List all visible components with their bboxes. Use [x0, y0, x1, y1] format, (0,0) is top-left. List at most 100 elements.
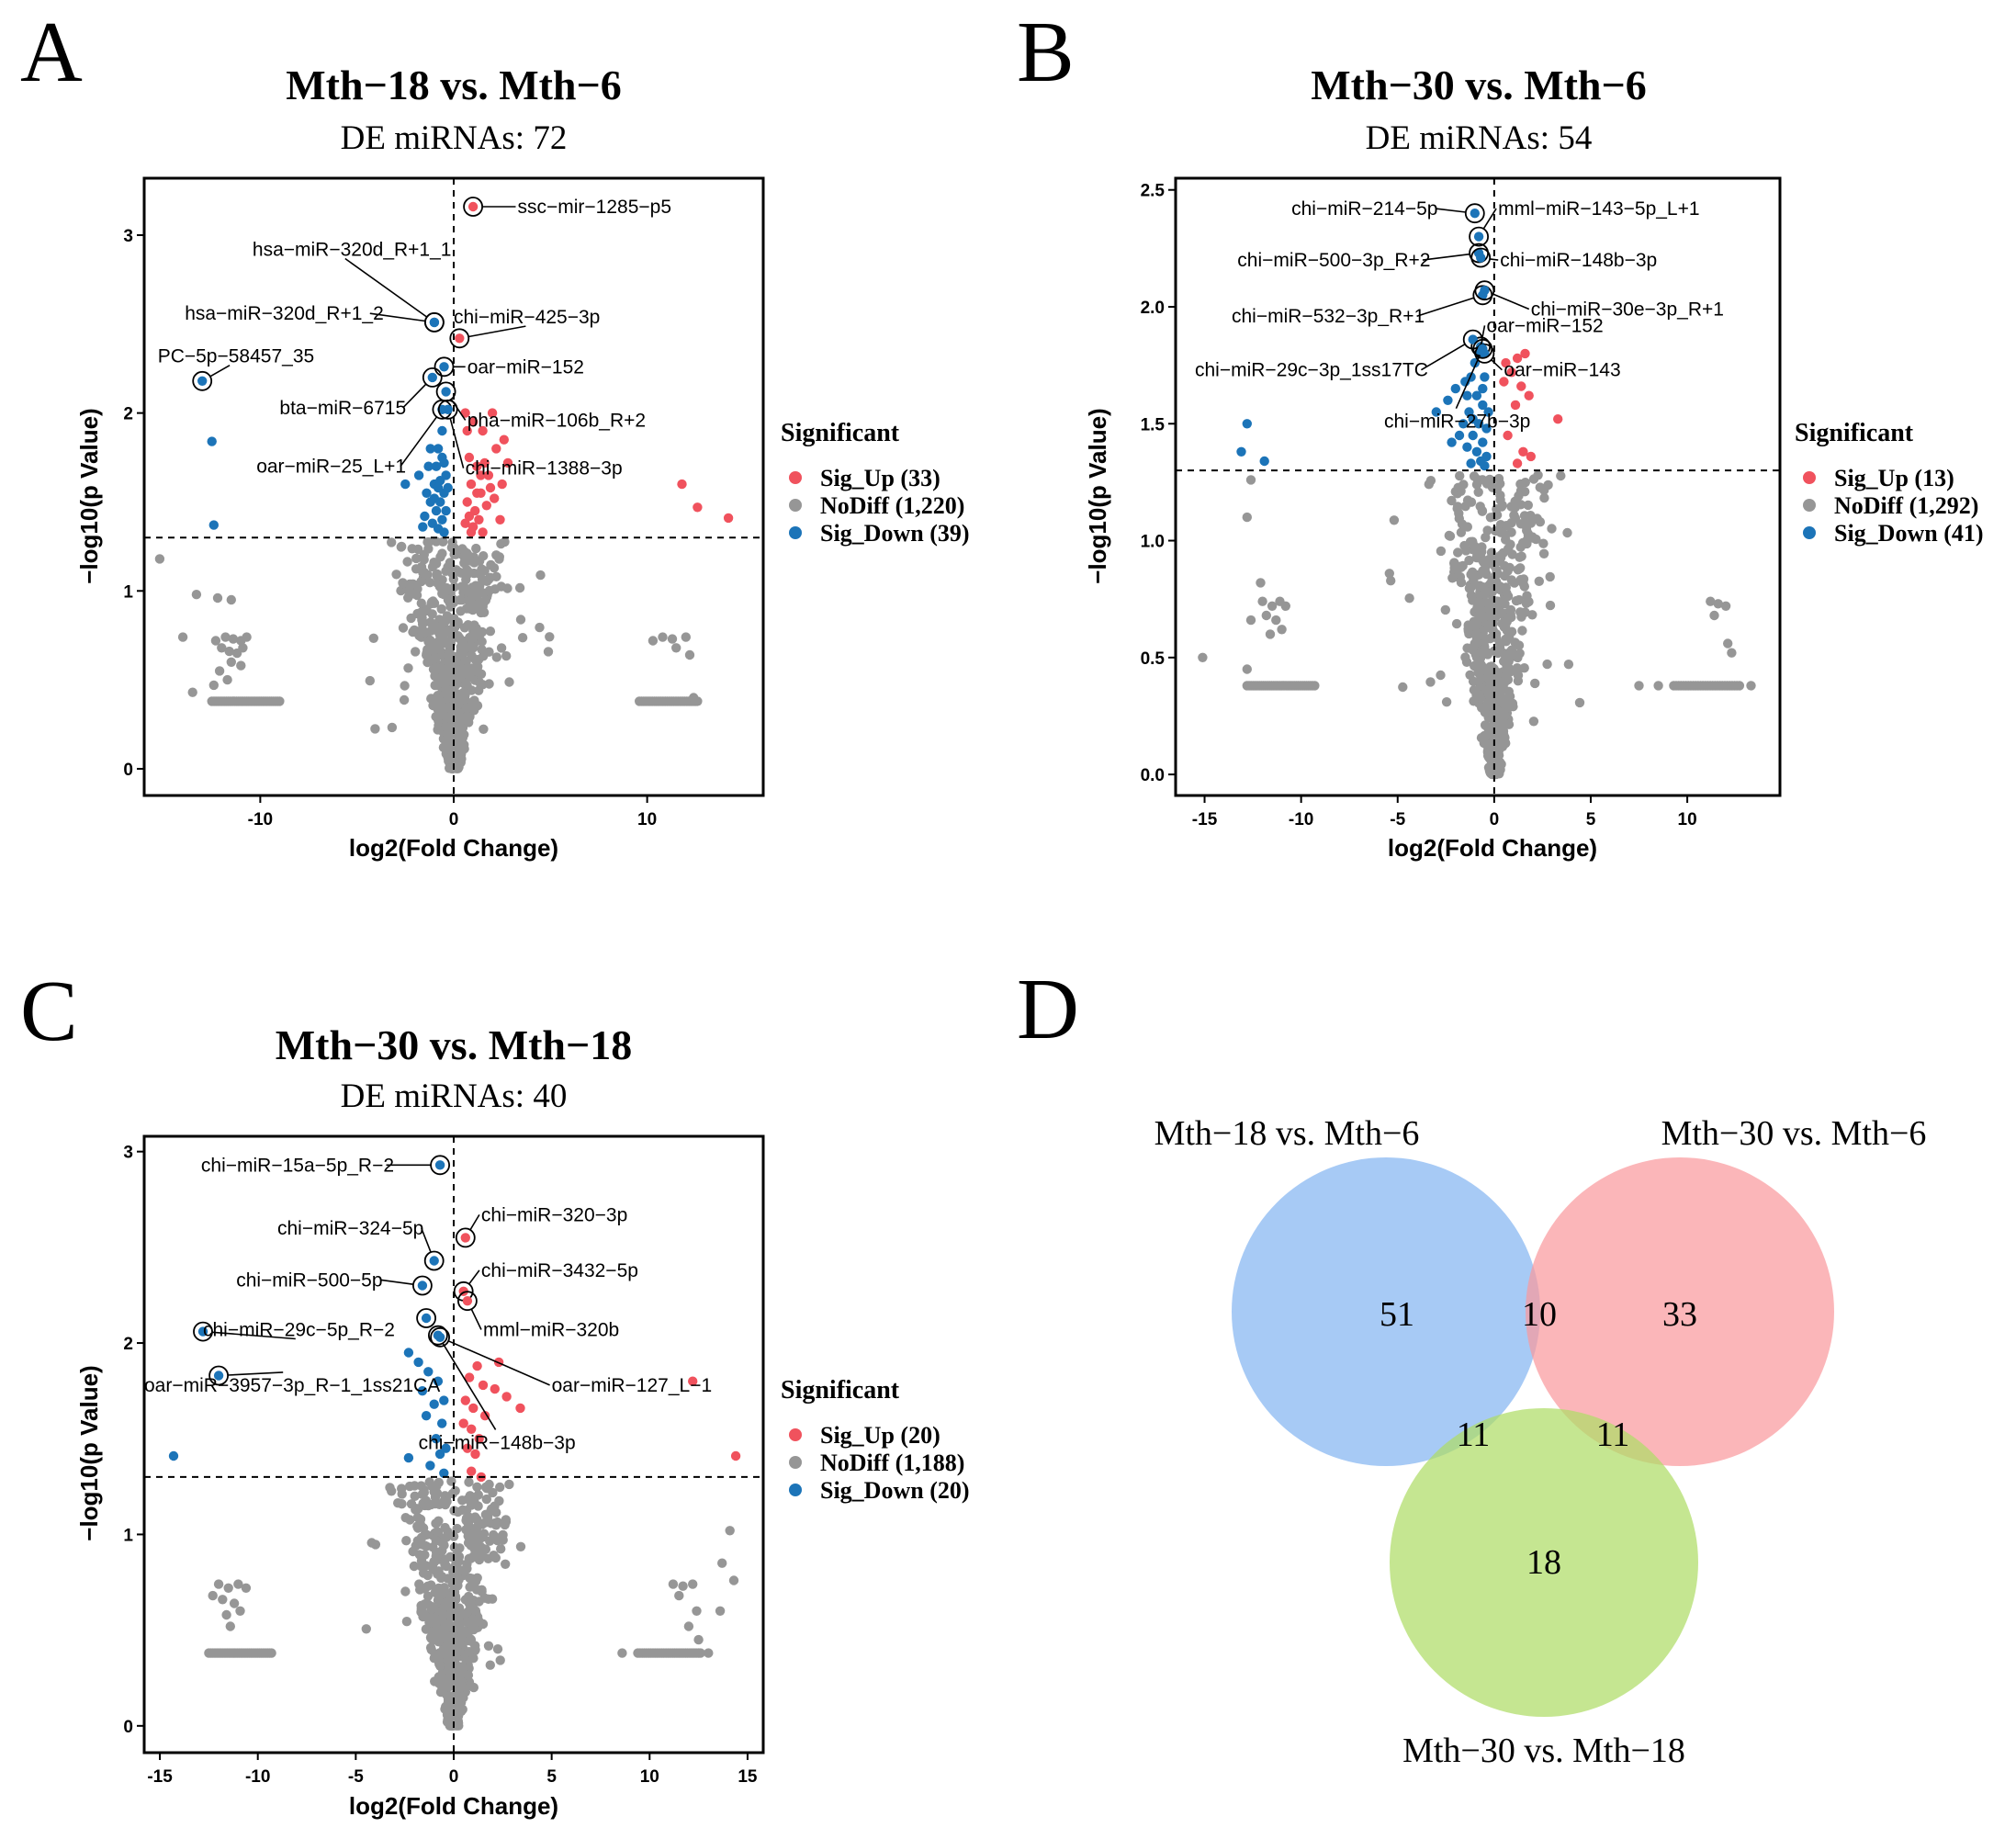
y-axis-label-c: −log10(p Value)	[75, 1365, 103, 1540]
chart-title-b: Mth−30 vs. Mth−6	[1311, 62, 1646, 108]
data-point-nodiff-c-573	[427, 1481, 437, 1492]
x-tick-label-c-5: 10	[640, 1767, 659, 1787]
venn-count-only-b: 33	[1662, 1295, 1697, 1334]
data-point-nodiff-a-603	[413, 544, 423, 555]
data-point-nodiff-c-309	[385, 1483, 395, 1493]
data-point-nodiff-a-445	[428, 654, 439, 664]
leader-line-a-9	[449, 418, 465, 468]
data-point-nodiff-a-636	[400, 681, 410, 691]
data-point-nodiff-a-627	[398, 579, 408, 589]
data-point-nodiff-c-649	[430, 1676, 440, 1687]
data-point-nodiff-a-637	[387, 722, 398, 733]
leader-line-a-2	[369, 312, 426, 322]
leader-line-b-0	[1435, 208, 1466, 213]
data-point-nodiff-c-626	[467, 1614, 479, 1625]
data-point-nodiff-b-603	[1496, 728, 1506, 738]
data-point-nodiff-c-608	[473, 1528, 483, 1539]
point-label-b-7: chi−miR−29c−3p_1ss17TC	[1195, 360, 1428, 381]
x-tick-label-b-0: -15	[1192, 810, 1218, 829]
data-point-nodiff-c-643	[421, 1598, 431, 1609]
x-tick-label-c-3: 0	[449, 1767, 459, 1787]
data-point-nodiff-a-737	[212, 592, 223, 604]
data-point-nodiff-b-358	[1509, 578, 1520, 588]
data-point-nodiff-a-548	[445, 648, 455, 659]
data-point-nodiff-c-655	[462, 1559, 472, 1569]
chart-subtitle-b: DE miRNAs: 54	[1366, 119, 1593, 157]
data-point-up-c-18	[458, 1418, 468, 1428]
data-point-up-c-16	[730, 1450, 741, 1461]
data-point-nodiff-b-631	[1519, 663, 1529, 673]
chart-title-a: Mth−18 vs. Mth−6	[286, 62, 621, 108]
data-point-nodiff-c-652	[400, 1586, 411, 1596]
leader-line-a-1	[344, 257, 428, 318]
data-point-nodiff-c-568	[445, 1666, 455, 1676]
data-point-nodiff-b-419	[1473, 487, 1483, 497]
data-point-nodiff-a-604	[455, 595, 465, 605]
data-point-nodiff-a-631	[370, 724, 380, 734]
x-tick-label-a-2: 10	[637, 810, 657, 829]
data-point-nodiff-a-249	[406, 613, 416, 624]
data-point-nodiff-a-620	[535, 570, 546, 581]
data-point-nodiff-b-611	[1484, 665, 1494, 675]
data-point-nodiff-a-586	[428, 664, 439, 674]
data-point-down-c-3	[423, 1367, 434, 1377]
leader-line-b-4	[1416, 297, 1474, 317]
data-point-nodiff-a-647	[408, 626, 418, 637]
data-point-down-a-16	[439, 527, 449, 537]
data-point-nodiff-c-587	[431, 1616, 441, 1626]
data-point-nodiff-c-627	[492, 1644, 503, 1654]
data-point-up-c-5	[460, 1395, 470, 1405]
data-point-nodiff-c-618	[470, 1606, 481, 1616]
data-point-nodiff-a-607	[491, 571, 501, 581]
data-point-nodiff-a-630	[491, 652, 501, 662]
legend-a: Significant Sig_Up (33) NoDiff (1,220) S…	[781, 419, 970, 547]
data-point-up-b-0	[1501, 357, 1511, 368]
data-point-nodiff-b-562	[1488, 626, 1499, 637]
data-point-nodiff-c-581	[397, 1484, 407, 1494]
data-point-nodiff-a-746	[684, 649, 695, 660]
data-point-nodiff-b-730	[1256, 578, 1266, 588]
data-point-down-a-2	[400, 479, 411, 490]
data-point-nodiff-b-285	[1533, 470, 1543, 480]
data-point-nodiff-c-207	[401, 1536, 411, 1546]
data-point-nodiff-a-693	[275, 696, 285, 706]
labeled-point-a-3	[455, 333, 465, 344]
y-tick-label-a-0: 0	[123, 761, 133, 780]
labeled-point-c-9	[434, 1332, 445, 1343]
data-point-up-a-9	[502, 457, 513, 468]
x-tick-label-b-3: 0	[1490, 810, 1500, 829]
data-point-down-b-26	[1447, 437, 1457, 447]
data-point-nodiff-c-253	[453, 1506, 463, 1517]
y-tick-label-a-3: 3	[123, 227, 133, 246]
data-point-nodiff-c-471	[464, 1647, 475, 1657]
data-point-nodiff-b-569	[1469, 471, 1480, 481]
highlight-ring-a-3	[449, 328, 470, 349]
data-point-nodiff-a-743	[667, 634, 678, 644]
leader-line-c-1	[469, 1213, 480, 1231]
data-point-nodiff-c-736	[692, 1606, 702, 1617]
labeled-point-c-6	[197, 1326, 208, 1337]
data-point-nodiff-b-599	[1455, 561, 1465, 571]
data-point-down-b-1	[1236, 446, 1246, 457]
data-point-nodiff-b-420	[1511, 595, 1522, 606]
data-point-up-c-11	[462, 1443, 473, 1453]
data-point-nodiff-a-574	[477, 644, 487, 655]
leader-line-a-3	[468, 325, 526, 338]
data-point-nodiff-b-652	[1436, 670, 1446, 681]
data-point-nodiff-c-465	[469, 1574, 479, 1585]
data-point-nodiff-a-645	[504, 677, 514, 687]
panel-letter-b: B	[1017, 5, 1075, 100]
data-point-nodiff-a-369	[477, 626, 488, 637]
leader-line-c-6	[211, 1331, 296, 1340]
highlight-ring-c-10	[416, 1308, 437, 1328]
data-point-nodiff-a-606	[443, 734, 453, 744]
data-point-down-b-10	[1464, 407, 1474, 417]
data-point-down-a-19	[441, 470, 451, 480]
x-tick-label-b-2: -5	[1390, 810, 1405, 829]
data-point-nodiff-c-163	[504, 1479, 514, 1490]
point-label-b-0: chi−miR−214−5p	[1291, 198, 1437, 220]
x-tick-label-a-1: 0	[449, 810, 459, 829]
data-point-nodiff-a-486	[496, 538, 506, 549]
data-point-nodiff-b-615	[1489, 744, 1499, 755]
data-point-nodiff-c-511	[419, 1487, 429, 1498]
